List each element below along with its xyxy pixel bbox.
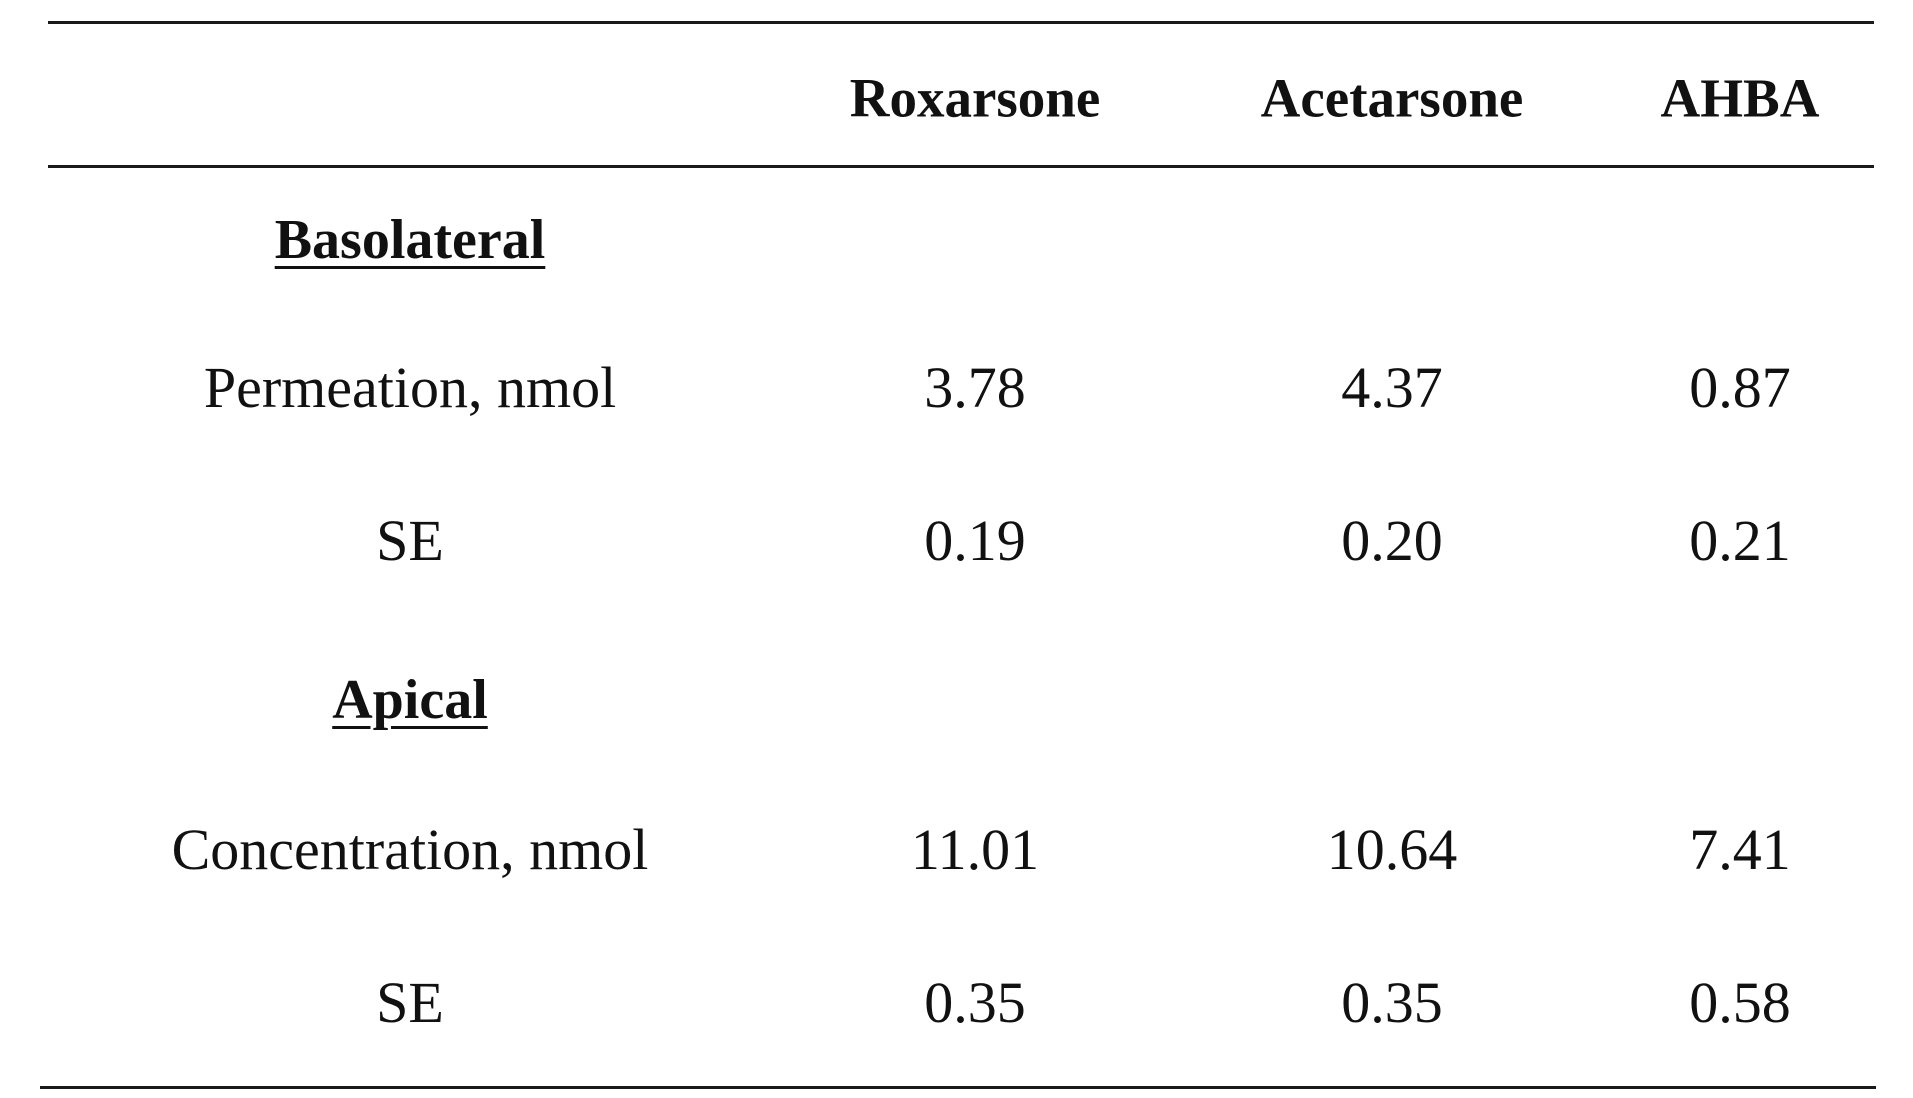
table-header-rule (48, 165, 1874, 168)
table-cell: 0.20 (1341, 508, 1443, 573)
table-bottom-rule (40, 1086, 1876, 1089)
row-label-permeation: Permeation, nmol (203, 355, 617, 420)
table-top-rule (48, 21, 1874, 24)
table-cell: 0.19 (924, 508, 1026, 573)
column-header-roxarsone: Roxarsone (849, 67, 1101, 129)
table-cell: 0.21 (1689, 508, 1791, 573)
table-cell: 0.58 (1689, 970, 1791, 1035)
row-label-se: SE (376, 508, 444, 573)
table-cell: 0.35 (924, 970, 1026, 1035)
table-cell: 4.37 (1341, 355, 1443, 420)
table-cell: 3.78 (924, 355, 1026, 420)
table-cell: 10.64 (1326, 817, 1458, 882)
column-header-ahba: AHBA (1660, 67, 1820, 129)
column-header-acetarsone: Acetarsone (1260, 67, 1524, 129)
table-cell: 0.35 (1341, 970, 1443, 1035)
table-cell: 0.87 (1689, 355, 1791, 420)
row-label-se: SE (376, 970, 444, 1035)
table-cell: 11.01 (910, 817, 1040, 882)
section-title-apical: Apical (332, 669, 488, 731)
row-label-concentration: Concentration, nmol (171, 817, 649, 882)
table-cell: 7.41 (1689, 817, 1791, 882)
section-title-basolateral: Basolateral (274, 209, 546, 271)
